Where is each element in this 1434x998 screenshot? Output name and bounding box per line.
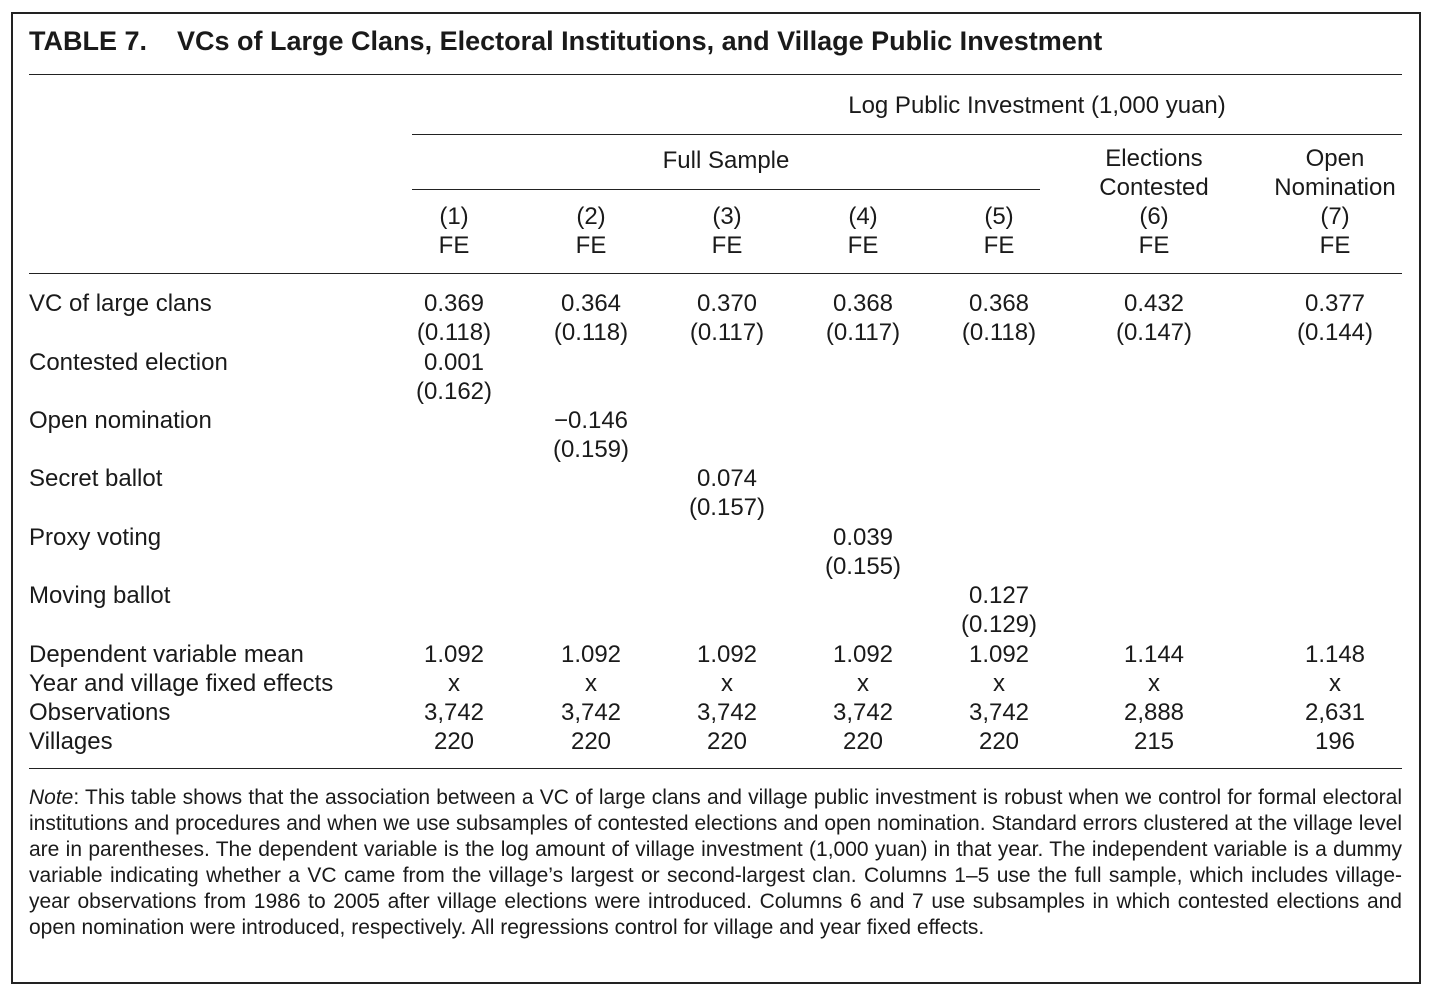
full-sample-rule (412, 189, 1040, 190)
value-obs: 3,742 (696, 699, 758, 726)
se-moving: (0.129) (960, 611, 1038, 638)
row-label-contested: Contested election (29, 349, 228, 376)
se-vc: (0.117) (825, 319, 901, 346)
coef-vc: 0.369 (423, 290, 485, 317)
coef-moving: 0.127 (968, 582, 1030, 609)
value-obs: 3,742 (423, 699, 485, 726)
se-vc: (0.118) (961, 319, 1037, 346)
dependent-variable-header: Log Public Investment (1,000 yuan) (848, 92, 1226, 119)
col6-group-line1: Elections (1105, 145, 1203, 172)
value-villages: 196 (1314, 728, 1356, 755)
value-dep_mean: 1.092 (832, 641, 894, 668)
row-label-secret: Secret ballot (29, 465, 163, 492)
coef-vc: 0.364 (560, 290, 622, 317)
coef-vc: 0.432 (1123, 290, 1185, 317)
column-number: (3) (712, 203, 742, 230)
dependent-header-rule (412, 134, 1402, 135)
column-method: FE (711, 232, 743, 259)
value-dep_mean: 1.092 (423, 641, 485, 668)
column-number: (2) (576, 203, 606, 230)
value-fixed: x (993, 670, 1005, 697)
row-label-dep_mean: Dependent variable mean (29, 641, 304, 668)
column-number: (5) (984, 203, 1014, 230)
value-dep_mean: 1.092 (696, 641, 758, 668)
column-method: FE (575, 232, 607, 259)
value-dep_mean: 1.092 (968, 641, 1030, 668)
se-vc: (0.118) (553, 319, 629, 346)
table-note: Note: This table shows that the associat… (29, 785, 1402, 941)
table-title: TABLE 7. VCs of Large Clans, Electoral In… (29, 26, 1102, 57)
value-obs: 2,631 (1304, 699, 1366, 726)
header-bottom-rule (29, 273, 1402, 274)
value-villages: 220 (706, 728, 748, 755)
row-label-obs: Observations (29, 699, 171, 726)
column-method: FE (847, 232, 879, 259)
row-label-proxy: Proxy voting (29, 524, 162, 551)
value-obs: 3,742 (832, 699, 894, 726)
col7-group-line2: Nomination (1274, 174, 1396, 201)
value-fixed: x (585, 670, 597, 697)
value-obs: 3,742 (560, 699, 622, 726)
row-label-fixed: Year and village fixed effects (29, 670, 334, 697)
value-villages: 220 (570, 728, 612, 755)
coef-vc: 0.370 (696, 290, 758, 317)
coef-contested: 0.001 (423, 349, 485, 376)
column-method: FE (438, 232, 470, 259)
value-fixed: x (1148, 670, 1160, 697)
table-frame (11, 12, 1421, 984)
col7-group-line1: Open (1305, 145, 1365, 172)
value-fixed: x (857, 670, 869, 697)
coef-vc: 0.368 (832, 290, 894, 317)
column-method: FE (1138, 232, 1170, 259)
value-dep_mean: 1.092 (560, 641, 622, 668)
coef-secret: 0.074 (696, 465, 758, 492)
column-number: (4) (848, 203, 878, 230)
value-obs: 2,888 (1123, 699, 1185, 726)
value-dep_mean: 1.148 (1304, 641, 1366, 668)
value-villages: 220 (842, 728, 884, 755)
value-villages: 220 (433, 728, 475, 755)
se-proxy: (0.155) (824, 553, 902, 580)
se-vc: (0.117) (689, 319, 765, 346)
column-number: (6) (1139, 203, 1169, 230)
column-method: FE (983, 232, 1015, 259)
se-secret: (0.157) (688, 494, 766, 521)
value-obs: 3,742 (968, 699, 1030, 726)
value-fixed: x (1329, 670, 1341, 697)
top-rule (29, 74, 1402, 75)
col6-group-line2: Contested (1099, 174, 1209, 201)
se-open_nom: (0.159) (552, 436, 630, 463)
column-method: FE (1319, 232, 1351, 259)
column-number: (7) (1320, 203, 1350, 230)
table-number: TABLE 7. (29, 26, 148, 56)
table-title-text: VCs of Large Clans, Electoral Institutio… (177, 26, 1103, 56)
row-label-open_nom: Open nomination (29, 407, 212, 434)
value-villages: 220 (978, 728, 1020, 755)
se-contested: (0.162) (415, 378, 493, 405)
value-fixed: x (721, 670, 733, 697)
coef-vc: 0.377 (1304, 290, 1366, 317)
row-label-vc: VC of large clans (29, 290, 212, 317)
note-lead: Note (29, 786, 74, 809)
table-bottom-rule (29, 768, 1402, 769)
row-label-villages: Villages (29, 728, 113, 755)
note-text: : This table shows that the association … (29, 786, 1402, 939)
se-vc: (0.144) (1296, 319, 1374, 346)
coef-proxy: 0.039 (832, 524, 894, 551)
value-villages: 215 (1133, 728, 1175, 755)
se-vc: (0.147) (1115, 319, 1193, 346)
column-number: (1) (439, 203, 469, 230)
value-fixed: x (448, 670, 460, 697)
coef-vc: 0.368 (968, 290, 1030, 317)
full-sample-header: Full Sample (662, 147, 790, 174)
value-dep_mean: 1.144 (1123, 641, 1185, 668)
row-label-moving: Moving ballot (29, 582, 171, 609)
se-vc: (0.118) (416, 319, 492, 346)
coef-open_nom: −0.146 (553, 407, 629, 434)
